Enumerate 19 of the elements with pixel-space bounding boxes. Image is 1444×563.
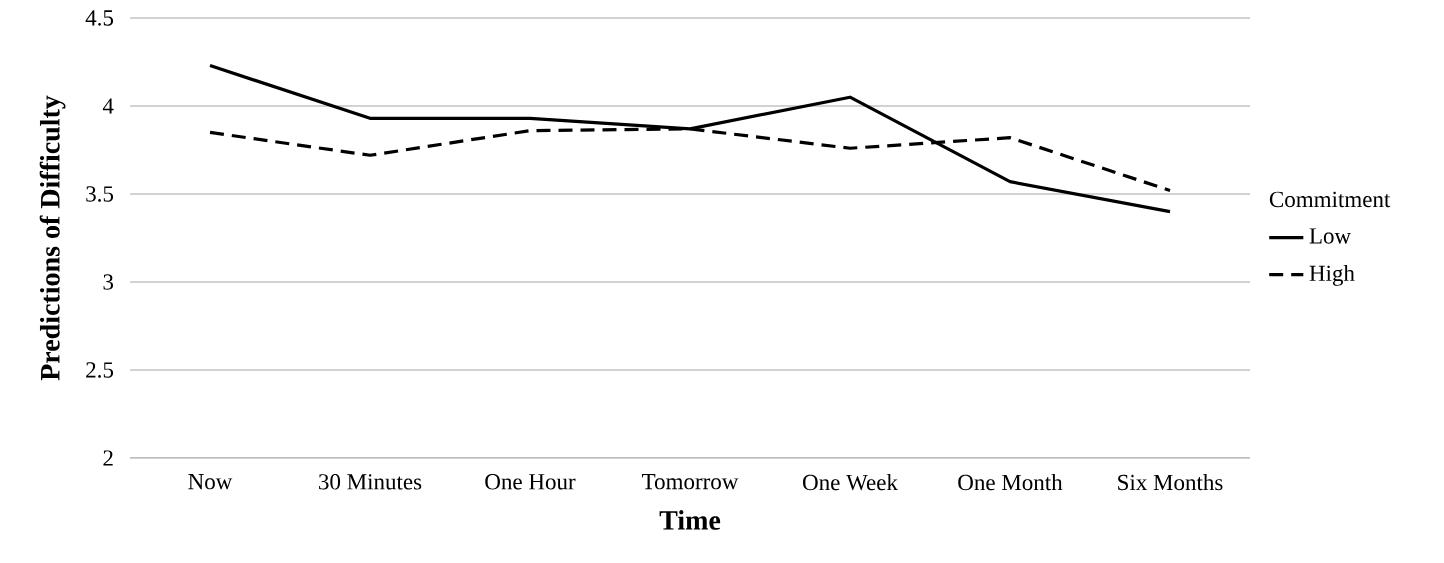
y-tick-label: 3.5 <box>86 186 114 202</box>
y-tick-label: 2 <box>103 450 113 466</box>
x-tick-label: 30 Minutes <box>319 474 422 490</box>
y-tick-label: 3 <box>103 274 114 290</box>
y-tick-label: 4.5 <box>85 10 114 26</box>
line-series <box>208 63 1172 214</box>
x-tick-label: One Hour <box>485 474 576 490</box>
legend-label: High <box>1309 264 1355 286</box>
x-tick-label: Now <box>188 474 233 490</box>
x-tick-label: One Month <box>958 474 1063 491</box>
y-tick-label: 2.5 <box>86 362 114 378</box>
y-axis-title: Predictions of Difficulty <box>39 95 66 381</box>
x-axis-title: Time <box>659 510 721 530</box>
legend-title: Commitment <box>1269 191 1391 208</box>
x-tick-label: One Week <box>803 474 898 491</box>
legend-label: Low <box>1309 228 1351 244</box>
x-tick-label: Six Months <box>1118 474 1223 491</box>
y-tick-label: 4 <box>102 98 114 114</box>
x-tick-label: Tomorrow <box>642 474 739 490</box>
